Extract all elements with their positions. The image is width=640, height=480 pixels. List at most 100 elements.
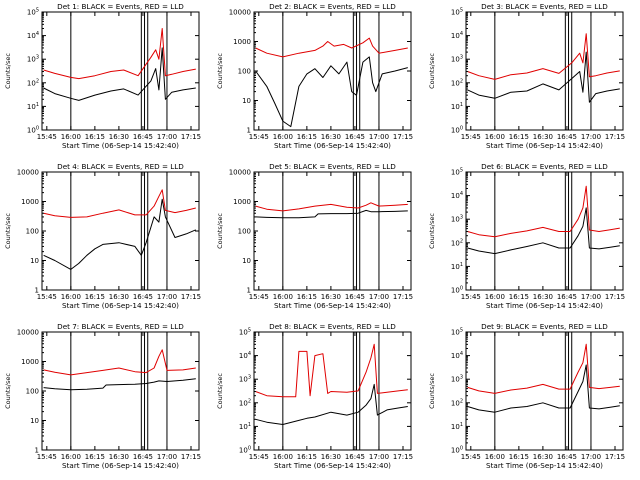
x-tick-label: 15:45 <box>461 453 481 461</box>
y-tick-label: 10000 <box>17 169 39 177</box>
y-tick-label: 101 <box>239 422 251 431</box>
y-tick-label: 100 <box>451 126 463 135</box>
panel-title: Det 6: BLACK = Events, RED = LLD <box>481 162 608 171</box>
x-tick-label: 16:30 <box>533 453 553 461</box>
y-tick-label: 10 <box>242 257 251 265</box>
x-tick-label: 17:00 <box>369 293 389 301</box>
y-tick-label: 1000 <box>21 358 39 366</box>
y-tick-label: 1 <box>247 287 251 295</box>
x-axis-label: Start Time (06-Sep-14 15:42:40) <box>486 301 603 310</box>
x-tick-label: 16:45 <box>133 133 153 141</box>
x-tick-label: 16:00 <box>61 133 81 141</box>
plot-frame <box>465 11 624 131</box>
x-tick-label: 16:15 <box>85 453 105 461</box>
panel-title: Det 5: BLACK = Events, RED = LLD <box>269 162 396 171</box>
y-tick-label: 104 <box>239 351 251 360</box>
x-axis-label: Start Time (06-Sep-14 15:42:40) <box>486 461 603 470</box>
x-tick-label: 16:45 <box>557 293 577 301</box>
y-tick-label: 10 <box>30 417 39 425</box>
x-tick-label: 16:00 <box>61 293 81 301</box>
y-tick-label: 104 <box>27 31 39 40</box>
panel-title: Det 3: BLACK = Events, RED = LLD <box>481 2 608 11</box>
x-tick-label: 16:00 <box>273 133 293 141</box>
y-tick-label: 102 <box>451 398 463 407</box>
y-tick-label: 100 <box>26 228 39 236</box>
series-events-line <box>43 47 196 101</box>
y-tick-label: 103 <box>27 55 39 64</box>
y-tick-label: 10 <box>30 257 39 265</box>
x-tick-label: 16:45 <box>557 133 577 141</box>
plot-frame <box>253 11 412 131</box>
y-tick-label: 101 <box>451 422 463 431</box>
y-tick-label: 104 <box>451 351 463 360</box>
x-axis-label: Start Time (06-Sep-14 15:42:40) <box>274 301 391 310</box>
y-axis-label: Counts/sec <box>428 373 436 409</box>
series-events-line <box>255 56 408 128</box>
y-tick-label: 1000 <box>21 198 39 206</box>
y-axis-label: Counts/sec <box>428 213 436 249</box>
x-tick-label: 16:45 <box>345 293 365 301</box>
x-tick-label: 16:15 <box>297 453 317 461</box>
y-tick-label: 10 <box>242 97 251 105</box>
x-tick-label: 17:15 <box>181 453 201 461</box>
x-tick-label: 15:45 <box>249 453 269 461</box>
series-lld-line <box>43 189 196 218</box>
plot-frame <box>465 171 624 291</box>
x-tick-label: 16:15 <box>85 293 105 301</box>
plot-frame <box>465 331 624 451</box>
x-tick-label: 17:15 <box>181 293 201 301</box>
x-tick-label: 16:45 <box>557 453 577 461</box>
x-tick-label: 17:15 <box>393 293 413 301</box>
y-tick-label: 100 <box>239 446 251 455</box>
series-events-line <box>467 51 620 103</box>
y-tick-label: 105 <box>239 328 251 337</box>
plot-frame <box>253 331 412 451</box>
x-tick-label: 17:00 <box>157 293 177 301</box>
x-axis-label: Start Time (06-Sep-14 15:42:40) <box>274 461 391 470</box>
y-tick-label: 100 <box>238 228 251 236</box>
y-tick-label: 101 <box>451 102 463 111</box>
series-lld-line <box>467 33 620 80</box>
x-tick-label: 17:15 <box>605 133 625 141</box>
x-tick-label: 16:00 <box>273 453 293 461</box>
y-tick-label: 100 <box>26 388 39 396</box>
y-tick-label: 1000 <box>233 198 251 206</box>
y-tick-label: 105 <box>451 8 463 17</box>
x-axis-label: Start Time (06-Sep-14 15:42:40) <box>62 141 179 150</box>
y-tick-label: 10000 <box>229 169 251 177</box>
series-lld-line <box>467 185 620 238</box>
panel-title: Det 1: BLACK = Events, RED = LLD <box>57 2 184 11</box>
x-tick-label: 17:00 <box>369 133 389 141</box>
x-tick-label: 16:30 <box>109 453 129 461</box>
y-axis-label: Counts/sec <box>216 213 224 249</box>
y-tick-label: 10000 <box>229 9 251 17</box>
x-axis-label: Start Time (06-Sep-14 15:42:40) <box>62 461 179 470</box>
y-tick-label: 100 <box>451 446 463 455</box>
y-tick-label: 102 <box>451 78 463 87</box>
y-tick-label: 105 <box>451 168 463 177</box>
x-tick-label: 16:30 <box>321 133 341 141</box>
x-tick-label: 16:00 <box>485 293 505 301</box>
detector-panel: Det 3: BLACK = Events, RED = LLD 15:45 16:… <box>428 2 625 150</box>
y-axis-label: Counts/sec <box>216 53 224 89</box>
y-axis-label: Counts/sec <box>428 53 436 89</box>
y-tick-label: 103 <box>239 375 251 384</box>
x-axis-label: Start Time (06-Sep-14 15:42:40) <box>62 301 179 310</box>
panel-title: Det 7: BLACK = Events, RED = LLD <box>57 322 184 331</box>
x-tick-label: 16:15 <box>297 133 317 141</box>
panel-title: Det 8: BLACK = Events, RED = LLD <box>269 322 396 331</box>
x-tick-label: 17:00 <box>369 453 389 461</box>
x-tick-label: 16:15 <box>85 133 105 141</box>
series-lld-line <box>43 28 196 80</box>
y-axis-label: Counts/sec <box>216 373 224 409</box>
y-axis-label: Counts/sec <box>4 373 12 409</box>
series-lld-line <box>467 343 620 394</box>
y-tick-label: 102 <box>27 78 39 87</box>
x-tick-label: 15:45 <box>249 293 269 301</box>
x-tick-label: 16:45 <box>133 453 153 461</box>
y-tick-label: 103 <box>451 55 463 64</box>
series-events-line <box>467 364 620 413</box>
x-tick-label: 17:15 <box>181 133 201 141</box>
x-tick-label: 16:30 <box>321 293 341 301</box>
x-tick-label: 15:45 <box>461 293 481 301</box>
